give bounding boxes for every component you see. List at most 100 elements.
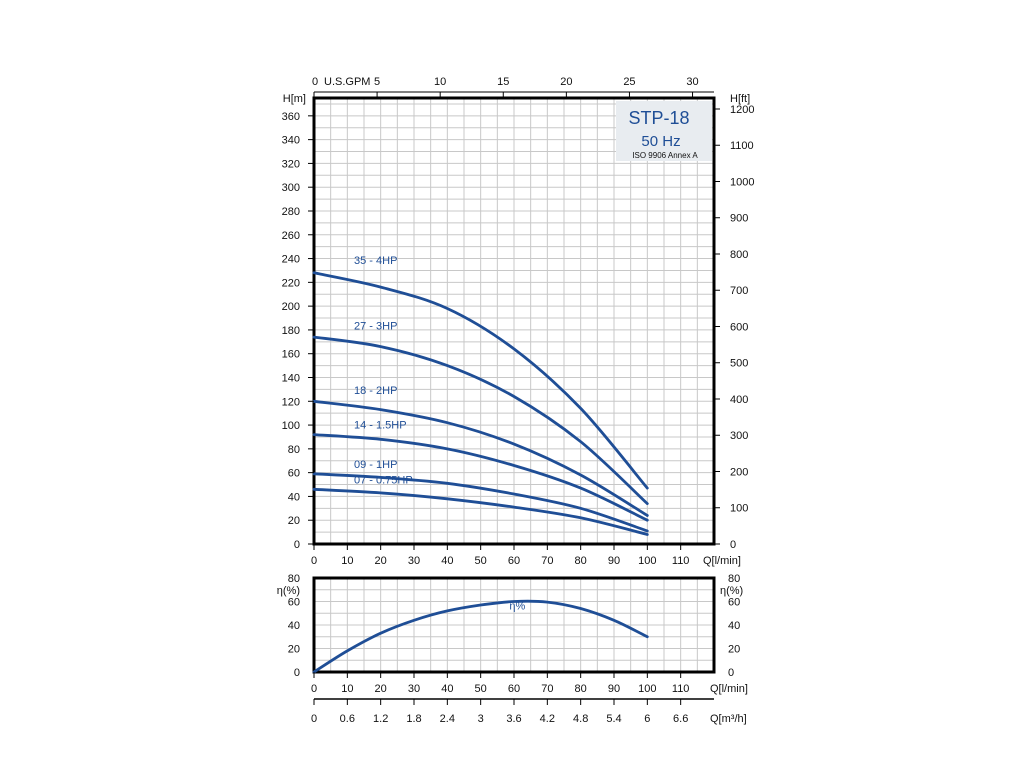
efficiency-y-tick-label: 20 — [288, 644, 300, 656]
efficiency-right-tick-label: 20 — [728, 644, 740, 656]
efficiency-right-tick-label: 60 — [728, 597, 740, 609]
head-curve-label-4: 09 - 1HP — [354, 459, 397, 471]
head-y-tick-label: 40 — [288, 491, 300, 503]
m3h-tick-label: 5.4 — [606, 713, 621, 725]
m3h-tick-label: 0.6 — [340, 713, 355, 725]
m3h-tick-label: 4.8 — [573, 713, 588, 725]
head-y-tick-label: 120 — [282, 396, 300, 408]
efficiency-curve — [312, 599, 649, 674]
top-axis-label: U.S.GPM — [324, 76, 370, 88]
head-curve-1 — [312, 335, 649, 505]
efficiency-y-tick-label: 40 — [288, 620, 300, 632]
efficiency-x-tick-label: 0 — [311, 683, 317, 695]
head-ft-tick-label: 500 — [730, 358, 748, 370]
head-x-tick-label: 50 — [475, 555, 487, 567]
gpm-tick-label: 15 — [497, 76, 509, 88]
head-y-tick-label: 320 — [282, 158, 300, 170]
head-curve-3 — [312, 433, 649, 522]
head-x-tick-label: 20 — [375, 555, 387, 567]
head-curve-label-5: 07 - 0.75HP — [354, 474, 413, 486]
m3h-tick-label: 1.2 — [373, 713, 388, 725]
efficiency-y-tick-label: 80 — [288, 573, 300, 585]
m3h-tick-label: 2.4 — [440, 713, 455, 725]
head-y-tick-label: 220 — [282, 277, 300, 289]
m3h-tick-label: 4.2 — [540, 713, 555, 725]
efficiency-x-tick-label: 30 — [408, 683, 420, 695]
efficiency-x-tick-label: 40 — [441, 683, 453, 695]
head-ft-tick-label: 1200 — [730, 104, 754, 116]
head-y-tick-label: 240 — [282, 254, 300, 266]
efficiency-x-tick-label: 10 — [341, 683, 353, 695]
head-y-tick-label: 340 — [282, 135, 300, 147]
head-curve-label-0: 35 - 4HP — [354, 255, 397, 267]
head-y-tick-label: 160 — [282, 349, 300, 361]
efficiency-y-tick-label: 60 — [288, 597, 300, 609]
gpm-tick-label: 25 — [623, 76, 635, 88]
efficiency-x-tick-label: 110 — [672, 683, 690, 695]
efficiency-left-axis-label: η(%) — [277, 585, 300, 597]
efficiency-x-tick-label: 70 — [541, 683, 553, 695]
efficiency-curves: η% — [312, 599, 649, 674]
efficiency-x-tick-label: 60 — [508, 683, 520, 695]
efficiency-right-tick-label: 40 — [728, 620, 740, 632]
head-ft-tick-label: 700 — [730, 285, 748, 297]
head-x-tick-label: 30 — [408, 555, 420, 567]
gpm-tick-label: 30 — [686, 76, 698, 88]
frequency-label: 50 Hz — [641, 133, 680, 150]
head-left-axis-label: H[m] — [283, 93, 306, 105]
efficiency-x-tick-label: 50 — [475, 683, 487, 695]
head-ft-tick-label: 300 — [730, 430, 748, 442]
efficiency-x-tick-label: 80 — [575, 683, 587, 695]
head-y-tick-label: 300 — [282, 182, 300, 194]
m3h-tick-label: 0 — [311, 713, 317, 725]
m3h-axis-label: Q[m³/h] — [710, 713, 747, 725]
head-x-tick-label: 60 — [508, 555, 520, 567]
efficiency-right-tick-label: 80 — [728, 573, 740, 585]
m3h-tick-label: 1.8 — [406, 713, 421, 725]
head-x-axis-label: Q[l/min] — [703, 555, 741, 567]
head-x-tick-label: 100 — [638, 555, 656, 567]
head-ft-tick-label: 400 — [730, 394, 748, 406]
head-ft-tick-label: 1000 — [730, 176, 754, 188]
head-curve-0 — [312, 271, 649, 490]
m3h-tick-label: 6.6 — [673, 713, 688, 725]
head-y-tick-label: 80 — [288, 444, 300, 456]
head-y-tick-label: 260 — [282, 230, 300, 242]
head-ft-tick-label: 800 — [730, 249, 748, 261]
head-chart-grid — [314, 98, 714, 544]
efficiency-x-tick-label: 20 — [375, 683, 387, 695]
title-box — [616, 101, 712, 161]
gpm-tick-label: 10 — [434, 76, 446, 88]
head-x-tick-label: 70 — [541, 555, 553, 567]
head-ft-tick-label: 900 — [730, 213, 748, 225]
efficiency-y-tick-label: 0 — [294, 667, 300, 679]
gpm-tick-label: 0 — [312, 76, 318, 88]
tick-labels: 0204060801001201401601802002202402602803… — [282, 76, 755, 725]
head-ft-tick-label: 100 — [730, 503, 748, 515]
head-y-tick-label: 20 — [288, 515, 300, 527]
head-right-axis-label: H[ft] — [730, 93, 750, 105]
head-x-tick-label: 110 — [672, 555, 690, 567]
m3h-tick-label: 3 — [478, 713, 484, 725]
head-y-tick-label: 360 — [282, 111, 300, 123]
head-curve-5 — [312, 487, 649, 536]
efficiency-chart-grid — [314, 578, 714, 672]
head-x-tick-label: 80 — [575, 555, 587, 567]
gpm-tick-label: 20 — [560, 76, 572, 88]
head-ft-tick-label: 600 — [730, 321, 748, 333]
head-y-tick-label: 180 — [282, 325, 300, 337]
gpm-tick-label: 5 — [374, 76, 380, 88]
head-x-tick-label: 40 — [441, 555, 453, 567]
efficiency-right-tick-label: 0 — [728, 667, 734, 679]
standard-label: ISO 9906 Annex A — [632, 151, 698, 160]
head-curve-label-1: 27 - 3HP — [354, 321, 397, 333]
efficiency-right-axis-label: η(%) — [720, 585, 743, 597]
head-curve-label-2: 18 - 2HP — [354, 385, 397, 397]
head-y-tick-label: 60 — [288, 468, 300, 480]
model-name: STP-18 — [628, 108, 689, 128]
head-y-tick-label: 100 — [282, 420, 300, 432]
head-y-tick-label: 280 — [282, 206, 300, 218]
head-x-tick-label: 90 — [608, 555, 620, 567]
head-ft-tick-label: 1100 — [730, 140, 754, 152]
